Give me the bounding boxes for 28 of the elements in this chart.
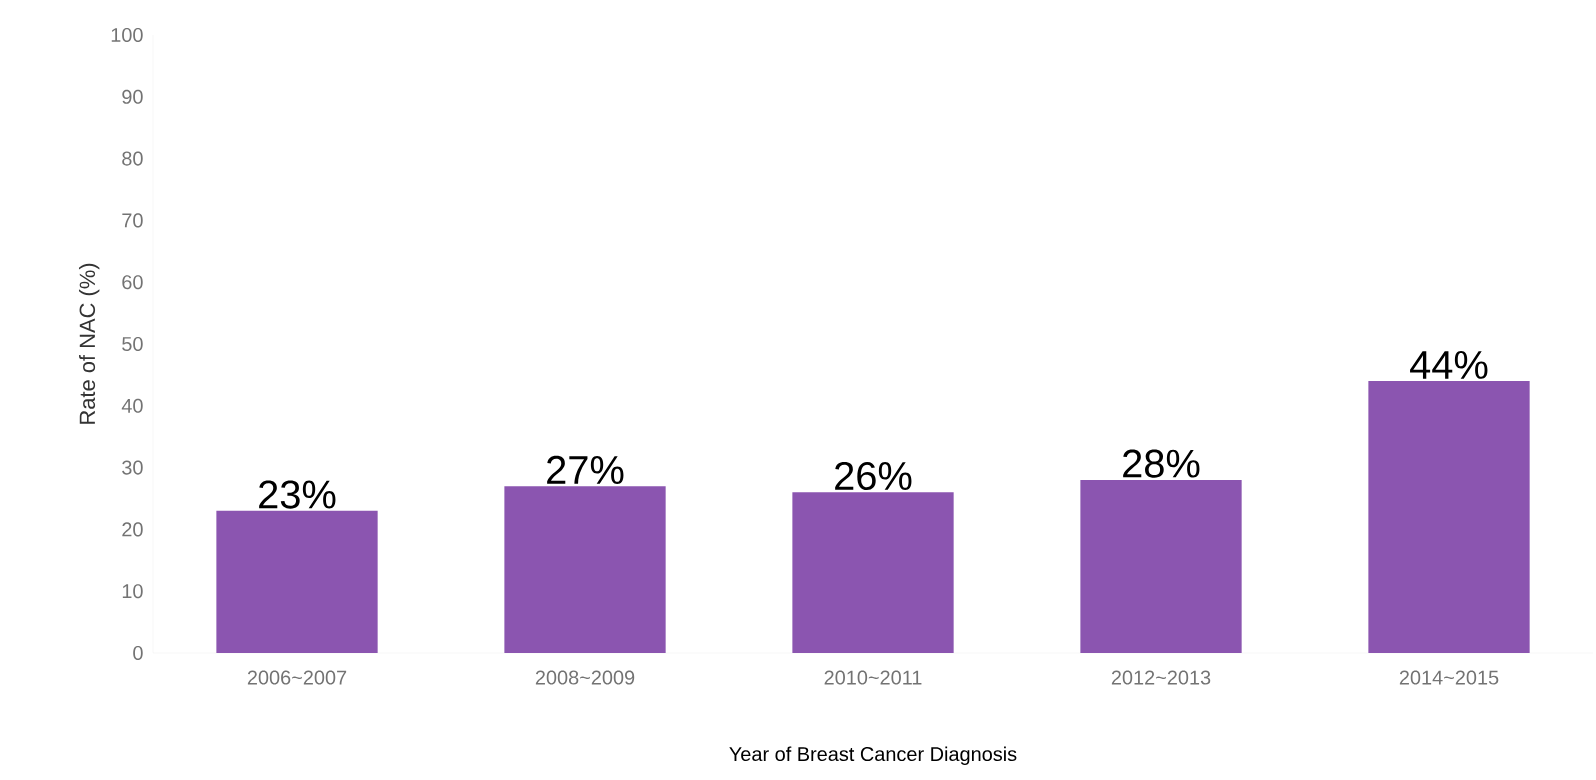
y-tick-label: 50 [122, 336, 143, 352]
x-tick-label: 2010~2011 [824, 670, 922, 685]
data-label: 27% [547, 455, 624, 484]
data-label: 28% [1123, 449, 1200, 478]
y-axis-title: Rate of NAC (%) [78, 263, 100, 424]
data-label: 44% [1410, 350, 1488, 379]
data-label: 23% [259, 480, 336, 509]
y-tick-label: 90 [122, 89, 143, 104]
y-tick-label: 80 [122, 151, 143, 166]
x-tick-label: 2014~2015 [1399, 670, 1499, 685]
y-tick-label: 20 [122, 522, 143, 537]
x-tick-label: 2012~2013 [1111, 670, 1211, 685]
y-tick-label: 10 [122, 584, 143, 599]
y-tick-label: 30 [122, 460, 143, 475]
bar [504, 486, 666, 653]
x-tick-label: 2006~2007 [247, 670, 347, 685]
bar [1368, 381, 1530, 653]
x-tick-label: 2008~2009 [535, 670, 635, 685]
y-tick-label: 40 [121, 398, 143, 413]
bar [216, 510, 378, 653]
y-tick-label: 60 [122, 275, 143, 290]
data-label: 26% [835, 461, 912, 491]
bar [792, 492, 954, 653]
y-tick-label: 70 [122, 213, 143, 228]
y-tick-label: 0 [133, 645, 143, 661]
y-tick-label: 100 [111, 27, 143, 43]
bar [1080, 479, 1242, 653]
x-axis-title: Year of Breast Cancer Diagnosis [729, 746, 1017, 766]
